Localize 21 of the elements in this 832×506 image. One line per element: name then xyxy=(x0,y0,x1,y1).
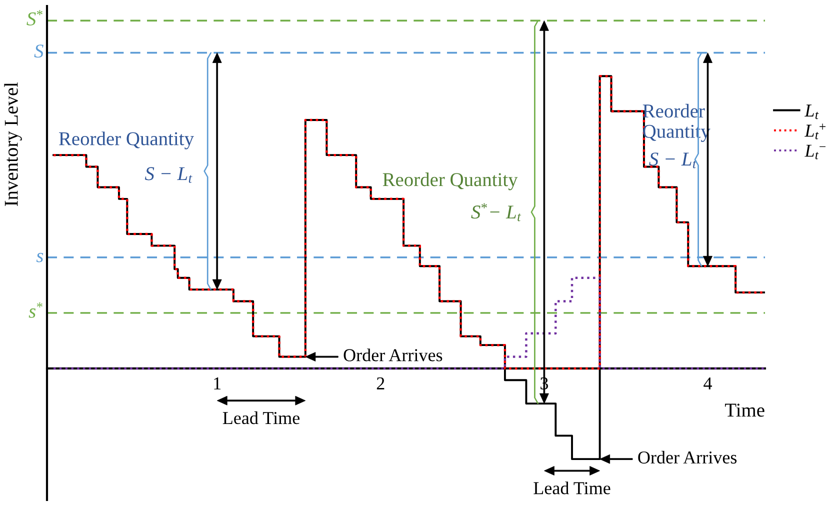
ref-line-label: S xyxy=(34,44,44,58)
ref-line-label: s$^{*}$ xyxy=(28,302,42,318)
legend-label: L$_{t}$$^{+}$ xyxy=(804,124,826,140)
x-tick-label: 1 xyxy=(214,377,221,390)
annotation: S$^{*}$− L$_{t}$ xyxy=(471,203,522,222)
annotation: Lead Time xyxy=(222,411,300,424)
ref-line-label: S$^{*}$ xyxy=(26,10,42,26)
annotation: S − L$_{t}$ xyxy=(649,152,696,168)
annotation: Reorder Quantity xyxy=(382,172,518,190)
annotation: Reorder Quantity xyxy=(59,132,194,150)
x-tick-label: 2 xyxy=(376,377,384,390)
annotation: Order Arrives xyxy=(638,450,737,464)
annotation: Order Arrives xyxy=(344,348,442,362)
x-axis-title: Time xyxy=(725,404,764,417)
annotation: S − L$_{t}$ xyxy=(144,167,192,183)
text: Lead Time xyxy=(534,482,610,494)
legend-label: L$_{t}$ xyxy=(804,104,819,120)
x-tick-label: 4 xyxy=(704,377,712,390)
y-axis-title: Inventory Level xyxy=(4,82,22,206)
ref-line-label: s xyxy=(36,252,44,262)
legend-label: L$_{t}$$^{−}$ xyxy=(804,144,826,160)
